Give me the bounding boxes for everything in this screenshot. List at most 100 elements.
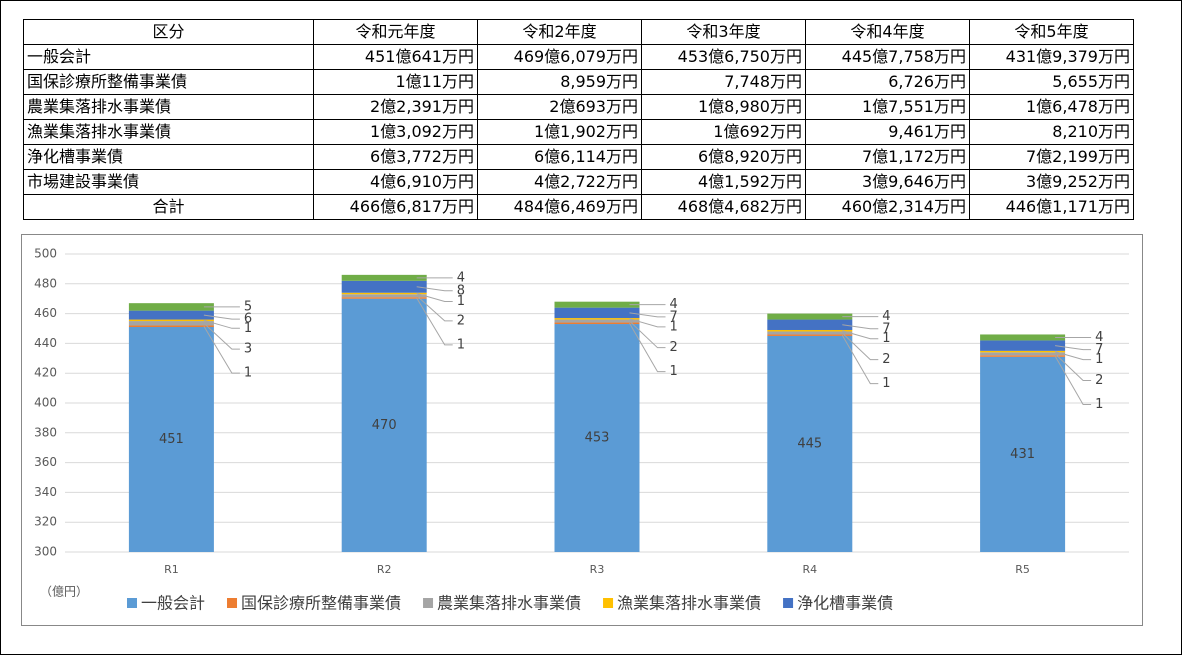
data-label: 431 [1010, 447, 1035, 462]
table-cell: 区分 [23, 19, 314, 45]
table-cell: 3億9,252万円 [969, 169, 1134, 195]
table-cell: 令和3年度 [641, 19, 806, 45]
table-cell: 一般会計 [23, 44, 314, 70]
table-cell: 3億9,646万円 [805, 169, 970, 195]
bar-segment [767, 335, 853, 552]
y-tick-label: 320 [34, 515, 57, 529]
leader-line [416, 286, 453, 292]
bar-segment [980, 350, 1066, 353]
table-row: 一般会計 451億641万円 469億6,079万円 453億6,750万円 445億7… [23, 44, 1134, 70]
bar-segment [980, 352, 1066, 356]
bar-segment [341, 297, 427, 299]
data-label: 470 [372, 418, 397, 433]
table-cell: 446億1,171万円 [969, 194, 1134, 220]
table-cell: 1億692万円 [641, 119, 806, 145]
data-label: 1 [457, 294, 465, 309]
data-label: 453 [585, 431, 610, 446]
leader-line [841, 334, 879, 385]
bar-segment [980, 356, 1066, 552]
leader-line [842, 324, 879, 330]
leader-line [203, 326, 240, 374]
table-cell: 合計 [23, 194, 314, 220]
bar-segment [128, 327, 214, 552]
legend-label: 漁業集落排水事業債 [617, 594, 761, 613]
legend-label: 浄化槽事業債 [797, 594, 893, 613]
bar-segment [554, 318, 640, 320]
data-label: 1 [670, 319, 678, 334]
data-label: 1 [244, 321, 252, 336]
bar-segment [767, 329, 853, 332]
table-cell: 漁業集落排水事業債 [23, 119, 314, 145]
table-cell: 4億2,722万円 [477, 169, 642, 195]
table-cell: 令和5年度 [969, 19, 1134, 45]
leader-line [203, 322, 240, 350]
y-tick-label: 400 [34, 396, 57, 410]
data-label: 4 [1095, 330, 1103, 345]
chart-frame: 300 320 340 360 380 400 420 440 460 480 500 （億円） R1 4… [21, 234, 1143, 626]
table-row: 農業集落排水事業債 2億2,391万円 2億693万円 1億8,980万円 1億7,55… [23, 94, 1134, 120]
bar-segment [341, 294, 427, 298]
table-cell: 農業集落排水事業債 [23, 94, 314, 120]
bar-segment [554, 301, 640, 308]
legend-swatch [127, 598, 137, 608]
table-cell: 460億2,314万円 [805, 194, 970, 220]
legend-swatch [423, 598, 434, 608]
leader-line [842, 330, 879, 340]
bar-segment [554, 324, 640, 552]
table-cell: 445億7,758万円 [805, 44, 970, 70]
table-cell: 国保診療所整備事業債 [23, 69, 314, 95]
bar-segment [128, 325, 214, 328]
table-cell: 431億9,379万円 [969, 44, 1134, 70]
table-cell: 453億6,750万円 [641, 44, 806, 70]
table-cell: 浄化槽事業債 [23, 144, 314, 170]
bar-segment [980, 355, 1066, 357]
data-label: 1 [670, 364, 678, 379]
x-tick-label: R5 [1015, 563, 1030, 576]
table-cell: 7億2,199万円 [969, 144, 1134, 170]
table-cell: 2億693万円 [477, 94, 642, 120]
table-cell: 令和4年度 [805, 19, 970, 45]
table-cell: 466億6,817万円 [313, 194, 478, 220]
table-cell: 1億11万円 [313, 69, 478, 95]
leader-line [203, 319, 240, 329]
table-cell: 4億1,592万円 [641, 169, 806, 195]
table-cell: 市場建設事業債 [23, 169, 314, 195]
data-label: 2 [670, 340, 678, 355]
leader-line [629, 318, 666, 328]
data-label: 2 [457, 313, 465, 328]
y-tick-label: 300 [34, 545, 57, 559]
table-cell: 469億6,079万円 [477, 44, 642, 70]
leader-line [416, 295, 453, 322]
data-label: 1 [1095, 352, 1103, 367]
bar-segment [554, 319, 640, 323]
table-cell: 6億6,114万円 [477, 144, 642, 170]
y-tick-label: 360 [34, 455, 57, 469]
data-label: 4 [882, 309, 890, 324]
data-label: 2 [882, 352, 890, 367]
y-tick-label: 440 [34, 336, 57, 350]
leader-line [203, 314, 240, 320]
table-row: 合計 466億6,817万円 484億6,469万円 468億4,682万円 460億2… [23, 194, 1134, 220]
bar-segment [980, 334, 1066, 341]
bar-segment [341, 274, 427, 281]
data-label: 5 [244, 299, 252, 314]
table-row: 国保診療所整備事業債 1億11万円 8,959万円 7,748万円 6,726万円 5,6… [23, 69, 1134, 95]
table-cell: 6億8,920万円 [641, 144, 806, 170]
bar-segment [767, 319, 853, 330]
bar-segment [128, 310, 214, 320]
bar-segment [341, 298, 427, 552]
table-cell: 8,210万円 [969, 119, 1134, 145]
leader-line [1055, 345, 1092, 351]
table-cell: 7,748万円 [641, 69, 806, 95]
data-label: 1 [457, 337, 465, 352]
table-cell: 1億6,478万円 [969, 94, 1134, 120]
data-label: 451 [159, 432, 184, 447]
leader-line [841, 332, 879, 361]
data-label: 1 [882, 376, 890, 391]
leader-line [1054, 351, 1092, 361]
bar-segment [767, 331, 853, 335]
table-row: 市場建設事業債 4億6,910万円 4億2,722万円 4億1,592万円 3億9,64… [23, 169, 1134, 195]
data-label: 3 [244, 342, 252, 357]
table-cell: 1億3,092万円 [313, 119, 478, 145]
